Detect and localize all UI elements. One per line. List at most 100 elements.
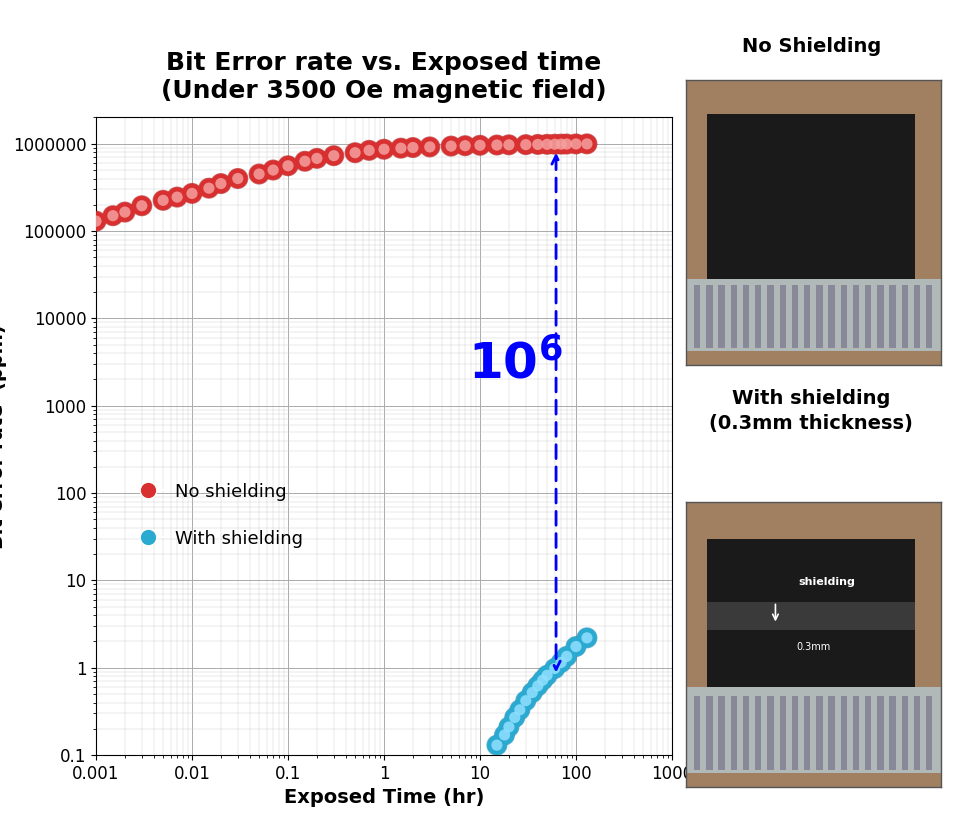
Point <box>156 194 171 207</box>
Point <box>579 631 594 644</box>
Point <box>547 662 563 675</box>
Point <box>547 662 563 675</box>
Point <box>524 685 540 699</box>
Point <box>559 138 574 151</box>
Point <box>568 138 584 151</box>
Point <box>518 138 534 151</box>
Bar <box>780 285 786 348</box>
Text: shielding: shielding <box>798 576 854 586</box>
Point <box>252 167 267 180</box>
Bar <box>780 696 786 770</box>
Point <box>490 738 505 752</box>
Point <box>106 209 121 222</box>
Point <box>156 194 171 207</box>
Point <box>405 141 420 154</box>
Point <box>554 138 569 151</box>
Bar <box>889 285 896 348</box>
Point <box>88 215 104 228</box>
X-axis label: Exposed Time (hr): Exposed Time (hr) <box>284 789 484 807</box>
Point <box>540 669 555 682</box>
Point <box>524 685 540 699</box>
Bar <box>694 696 701 770</box>
Point <box>554 138 569 151</box>
Point <box>507 711 522 724</box>
Point <box>579 631 594 644</box>
Point <box>444 139 459 153</box>
Point <box>507 711 522 724</box>
Point <box>348 146 363 159</box>
Bar <box>804 285 810 348</box>
Bar <box>756 285 761 348</box>
Point <box>213 177 228 190</box>
Bar <box>718 696 725 770</box>
Point <box>559 138 574 151</box>
Point <box>230 172 246 185</box>
Point <box>88 215 104 228</box>
Bar <box>914 285 921 348</box>
Point <box>518 694 534 707</box>
Point <box>518 138 534 151</box>
Bar <box>901 285 908 348</box>
Text: 0.3mm: 0.3mm <box>797 642 830 652</box>
Point <box>579 137 594 150</box>
Point <box>362 143 377 157</box>
Bar <box>743 285 749 348</box>
Point <box>202 181 217 195</box>
Bar <box>743 696 749 770</box>
Bar <box>841 696 847 770</box>
Bar <box>731 285 737 348</box>
Point <box>184 187 200 201</box>
Bar <box>828 285 834 348</box>
Bar <box>889 696 896 770</box>
Point <box>405 141 420 154</box>
Bar <box>877 285 883 348</box>
Point <box>559 649 574 663</box>
Point <box>266 164 281 177</box>
Point <box>547 138 563 151</box>
Point <box>458 139 473 153</box>
Bar <box>707 114 915 285</box>
Bar <box>756 696 761 770</box>
Legend: No shielding, With shielding: No shielding, With shielding <box>122 476 310 555</box>
Point <box>376 143 392 156</box>
Point <box>298 154 313 168</box>
Bar <box>914 696 921 770</box>
Bar <box>804 696 810 770</box>
Point <box>252 167 267 180</box>
Point <box>184 187 200 201</box>
Point <box>309 152 324 165</box>
Point <box>213 177 228 190</box>
Bar <box>686 279 941 351</box>
Point <box>88 215 104 228</box>
Point <box>309 152 324 165</box>
Point <box>280 159 296 173</box>
Point <box>362 143 377 157</box>
Bar <box>707 539 915 687</box>
Point <box>497 728 513 742</box>
Point <box>501 138 516 152</box>
Point <box>422 140 438 154</box>
Bar <box>767 285 774 348</box>
Point <box>518 694 534 707</box>
Point <box>376 143 392 156</box>
Point <box>490 738 505 752</box>
Point <box>530 138 545 151</box>
Point <box>266 164 281 177</box>
Bar <box>865 696 872 770</box>
Point <box>530 680 545 693</box>
Point <box>202 181 217 195</box>
Point <box>530 680 545 693</box>
Bar <box>707 696 712 770</box>
Bar <box>852 285 859 348</box>
Point <box>134 199 150 212</box>
Bar <box>718 285 725 348</box>
Point <box>568 138 584 151</box>
Point <box>170 190 185 204</box>
Point <box>394 142 409 155</box>
Point <box>362 143 377 157</box>
Point <box>518 138 534 151</box>
Point <box>348 146 363 159</box>
Point <box>535 674 550 687</box>
Point <box>298 154 313 168</box>
Point <box>554 138 569 151</box>
